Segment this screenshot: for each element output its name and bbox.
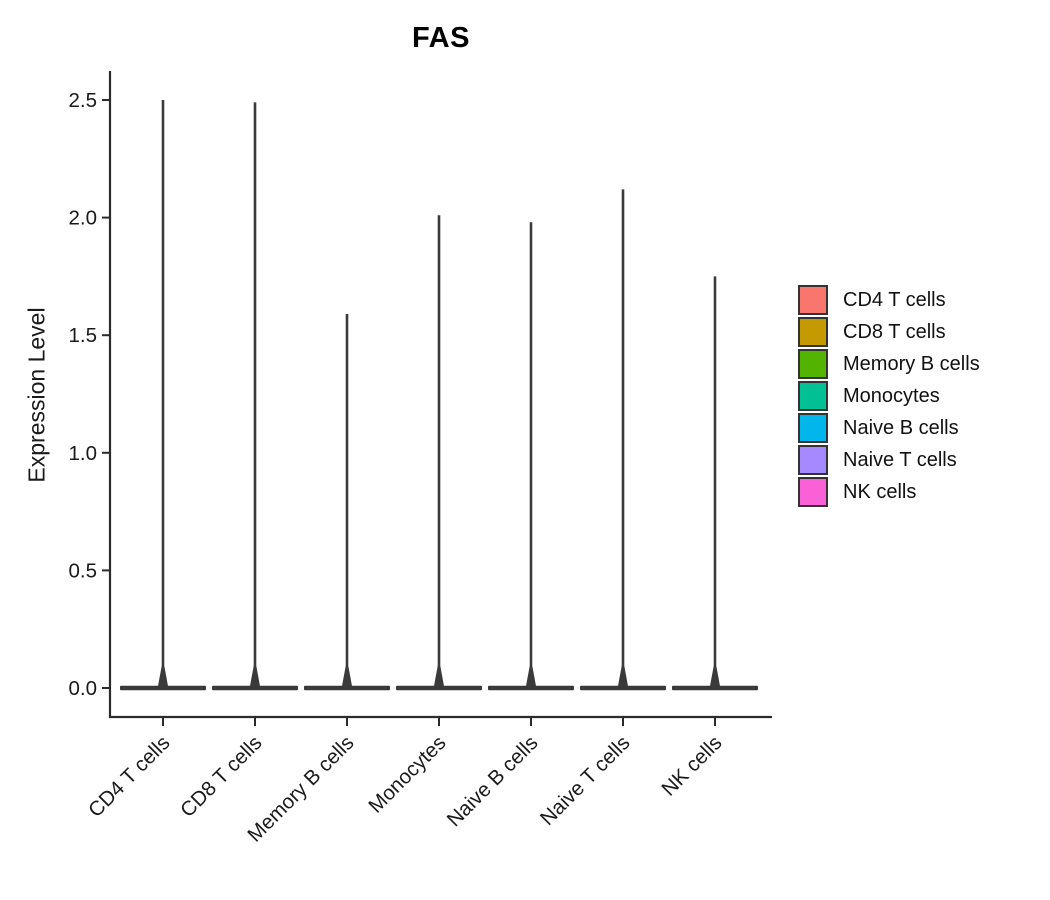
legend-item: Naive B cells [798,412,980,444]
x-tick-label: Naive T cells [536,731,635,830]
legend-item: Naive T cells [798,444,980,476]
violin-memory-b-cells [304,314,390,691]
legend-item: NK cells [798,476,980,508]
violin-base-bar [304,685,390,691]
legend-swatch [798,381,828,411]
violin-cd4-t-cells [120,100,206,691]
x-tick-label: NK cells [657,731,726,800]
plot-title: FAS [412,22,470,54]
violin-naive-b-cells [488,222,574,691]
violin-flare [710,666,720,686]
legend: CD4 T cells CD8 T cells Memory B cells Mono… [798,284,980,508]
violin-flare [618,666,628,686]
legend-label: Naive B cells [843,416,959,439]
violin-base-bar [396,685,482,691]
legend-item: Monocytes [798,380,980,412]
legend-swatch [798,413,828,443]
y-tick-label: 2.0 [69,207,98,230]
y-tick-label: 1.5 [69,324,98,347]
x-tick-label: CD8 T cells [176,731,267,822]
y-tick-label: 2.5 [69,89,98,112]
violin-nk-cells [672,276,758,691]
legend-swatch [798,477,828,507]
violin-flare [158,666,168,686]
legend-swatch [798,445,828,475]
violin-base-bar [672,685,758,691]
violin-flare [434,666,444,686]
violin-base-bar [120,685,206,691]
y-tick-label: 1.0 [69,442,98,465]
legend-swatch [798,349,828,379]
y-axis-label: Expression Level [23,307,50,483]
legend-item: CD4 T cells [798,284,980,316]
legend-label: NK cells [843,480,917,503]
x-tick-label: Naive B cells [442,731,542,831]
violin-base-bar [580,685,666,691]
violin-naive-t-cells [580,189,666,691]
legend-swatch [798,285,828,315]
legend-item: Memory B cells [798,348,980,380]
violin-base-bar [488,685,574,691]
legend-label: Naive T cells [843,448,957,471]
x-tick-label: Monocytes [364,731,450,817]
legend-item: CD8 T cells [798,316,980,348]
legend-swatch [798,317,828,347]
y-tick-label: 0.0 [69,677,98,700]
x-tick-label: CD4 T cells [84,731,175,822]
violin-monocytes [396,215,482,691]
violin-flare [526,666,536,686]
violin-flare [342,666,352,686]
legend-label: CD4 T cells [843,288,946,311]
violin-flare [250,666,260,686]
violin-base-bar [212,685,298,691]
violin-cd8-t-cells [212,102,298,691]
y-tick-label: 0.5 [69,559,98,582]
legend-label: CD8 T cells [843,320,946,343]
legend-label: Memory B cells [843,352,980,375]
legend-label: Monocytes [843,384,940,407]
